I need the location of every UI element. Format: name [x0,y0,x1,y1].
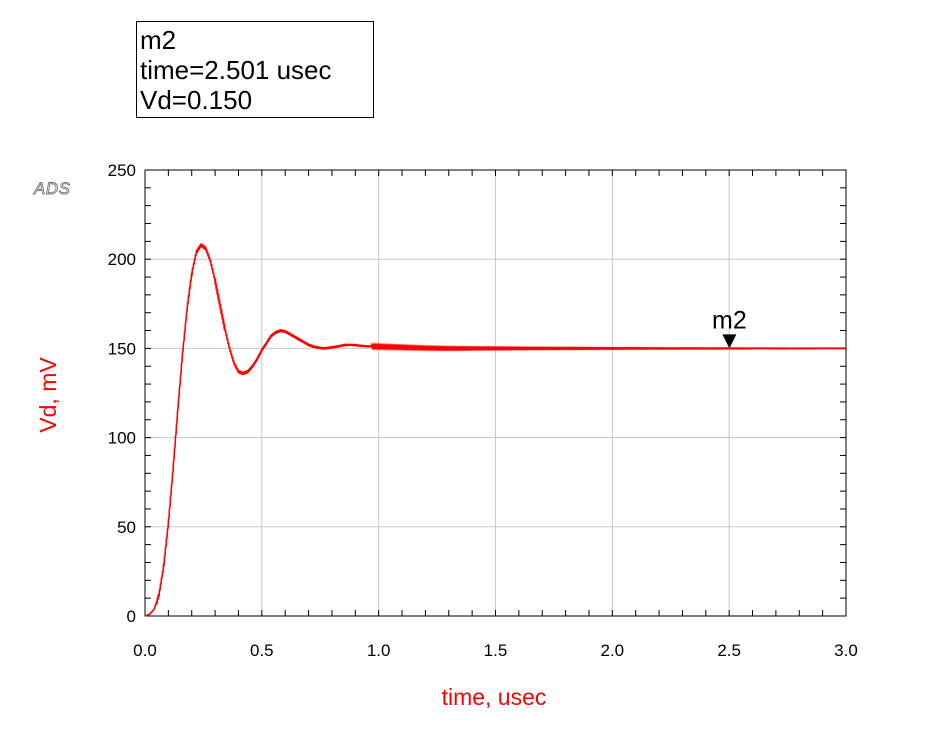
y-tick-label: 250 [108,161,136,180]
marker-m2-label: m2 [712,306,747,334]
x-tick-labels: 0.0 0.5 1.0 1.5 2.0 2.5 3.0 [133,641,858,660]
y-tick-label: 100 [108,429,136,448]
x-tick-label: 1.0 [367,641,391,660]
plot-grid [145,170,846,616]
marker-name: m2 [140,25,177,55]
y-axis-title: Vd, mV [35,357,61,433]
vd-trace [144,243,847,617]
x-tick-label: 3.0 [834,641,858,660]
y-tick-label: 0 [127,607,136,626]
marker-value-readout: Vd=0.150 [140,85,253,115]
y-tick-label: 50 [117,518,136,537]
ads-logo: ADS [33,179,71,198]
minor-ticks [144,169,847,617]
marker-m2-triangle[interactable] [722,334,737,349]
x-tick-label: 2.5 [717,641,741,660]
marker-readout-box: m2 time=2.501 usec Vd=0.150 [136,21,374,118]
marker-time-readout: time=2.501 usec [140,55,332,85]
x-tick-label: 0.0 [133,641,157,660]
x-axis-title: time, usec [442,684,547,710]
y-tick-labels: 0 50 100 150 200 250 [108,161,136,626]
x-tick-label: 1.5 [484,641,508,660]
y-tick-label: 200 [108,250,136,269]
x-tick-label: 0.5 [250,641,274,660]
x-tick-label: 2.0 [601,641,625,660]
y-tick-label: 150 [108,339,136,358]
